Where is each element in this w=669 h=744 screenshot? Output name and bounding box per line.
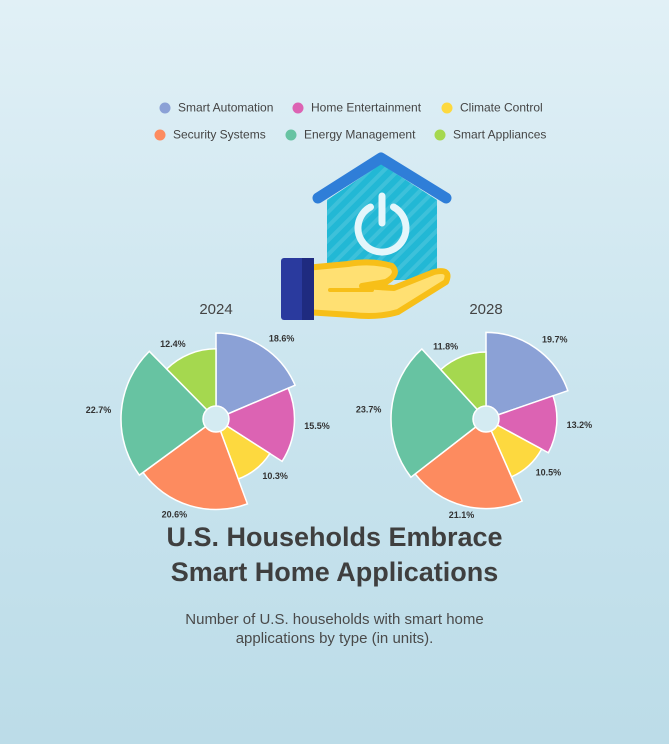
slice-label-home-entertainment: 15.5%: [304, 421, 330, 431]
pie-title: 2024: [199, 301, 232, 318]
pie-slice-home-entertainment: [214, 387, 296, 463]
title-line-2: Smart Home Applications: [170, 557, 499, 587]
pie-slice-home-entertainment: [484, 394, 558, 454]
slice-label-climate-control: 10.5%: [536, 467, 562, 477]
slice-label-climate-control: 10.3%: [262, 471, 288, 481]
pie-title: 2028: [469, 301, 502, 318]
pie-slice-smart-appliances: [165, 348, 217, 421]
hand-holding-smart-home-icon: [281, 152, 452, 320]
subtitle-line-2: applications by type (in units).: [235, 630, 434, 647]
slice-label-security-systems: 21.1%: [449, 510, 475, 520]
legend-item-climate-control: Climate Control: [460, 101, 543, 115]
pie-slice-energy-management: [120, 350, 218, 477]
slice-label-security-systems: 20.6%: [162, 510, 188, 520]
pie-slice-security-systems: [141, 417, 249, 511]
slice-label-smart-appliances: 11.8%: [433, 342, 458, 352]
slice-label-home-entertainment: 13.2%: [567, 420, 593, 430]
page-title: U.S. Households Embrace Smart Home Appli…: [0, 520, 669, 590]
legend-item-smart-automation: Smart Automation: [178, 101, 273, 115]
legend-swatch-smart-automation: [159, 102, 171, 114]
legend-item-smart-appliances: Smart Appliances: [453, 128, 546, 142]
page-subtitle: Number of U.S. households with smart hom…: [0, 610, 669, 648]
legend: Smart Automation Home Entertainment Climat…: [154, 101, 546, 142]
legend-item-energy-management: Energy Management: [304, 128, 416, 142]
legend-swatch-climate-control: [441, 102, 453, 114]
slice-label-energy-management: 23.7%: [356, 404, 382, 414]
legend-item-home-entertainment: Home Entertainment: [311, 101, 422, 115]
slice-label-smart-appliances: 12.4%: [160, 339, 186, 349]
legend-swatch-home-entertainment: [292, 102, 304, 114]
legend-swatch-smart-appliances: [434, 129, 446, 141]
pie-center-hole: [472, 405, 500, 433]
pie-slice-energy-management: [390, 347, 488, 479]
slice-label-energy-management: 22.7%: [86, 405, 112, 415]
pie-slice-smart-automation: [215, 332, 297, 421]
pie-slice-security-systems: [414, 417, 524, 510]
pie-center-hole: [202, 405, 230, 433]
slice-label-smart-automation: 19.7%: [542, 335, 568, 345]
pie-slice-smart-appliances: [439, 351, 487, 421]
pie-chart-2024: 2024 18.6% 15.5% 10.3% 20.6% 22.7% 12.4%: [86, 301, 330, 520]
title-line-1: U.S. Households Embrace: [166, 522, 503, 552]
legend-swatch-energy-management: [285, 129, 297, 141]
legend-item-security-systems: Security Systems: [173, 128, 266, 142]
legend-swatch-security-systems: [154, 129, 166, 141]
pie-chart-2028: 2028 19.7% 13.2% 10.5% 21.1% 23.7% 11.8%: [356, 301, 592, 520]
subtitle-line-1: Number of U.S. households with smart hom…: [185, 611, 484, 628]
slice-label-smart-automation: 18.6%: [269, 333, 295, 343]
